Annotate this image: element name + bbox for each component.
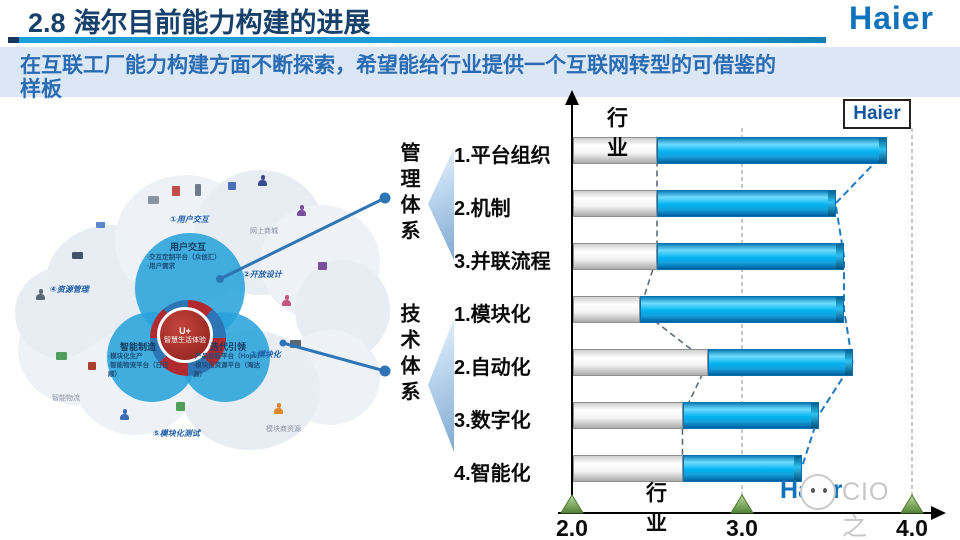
title-number: 2.8: [28, 8, 66, 38]
bar-industry-segment: [573, 455, 683, 482]
bar-industry-segment: [573, 349, 708, 376]
bracket-triangle-management: [428, 148, 454, 260]
cloud-micro-label: ②开放设计: [243, 270, 282, 279]
petal-bullet: ·用户需求: [147, 263, 176, 270]
machine-icon: [195, 184, 201, 196]
bar-industry-segment: [573, 296, 640, 323]
category-label: 3.数字化: [454, 409, 531, 432]
axis-marker-triangle: [730, 494, 754, 514]
petal-bullets-right: ·产品创新平台（Hope） ·模块化资源平台（海达源）: [193, 352, 267, 379]
bar-industry-segment: [573, 402, 683, 429]
subtitle-line2: 样板: [20, 78, 62, 101]
watermark-cio-text: CIO之家: [842, 478, 890, 540]
cloud-micro-label: ④资源管理: [50, 285, 89, 294]
petal-bullets-top: ·交互定制平台（众创汇） ·用户需求: [147, 253, 239, 271]
person-icon: [282, 295, 291, 306]
bracket-triangle-technology: [428, 318, 454, 452]
antenna-icon: [96, 222, 105, 228]
bar-haier-segment: [657, 190, 836, 217]
bar-haier-segment: [657, 137, 887, 164]
cubes-icon: [176, 402, 185, 411]
cloud-micro-label: ⑤模块化测试: [153, 429, 200, 438]
haier-logo: Haier: [848, 0, 934, 36]
group-label-management: 管理体系: [397, 142, 419, 246]
cloud-micro-label: 智能物流: [52, 395, 80, 402]
robot-arm-icon: [172, 186, 180, 196]
person-icon: [258, 175, 267, 186]
box-icon: [88, 362, 96, 370]
flag-icon: [228, 182, 236, 190]
cloud-micro-label: ①用户交互: [170, 215, 209, 224]
core-line2: 智慧生活体验: [164, 336, 206, 344]
subtitle-band: 在互联工厂能力构建方面不断探索，希望能给行业提供一个互联网转型的可借鉴的 样板: [0, 47, 960, 101]
petal-bullet: ·智能物流平台（日日顺）: [108, 362, 169, 378]
petal-bullet: ·产品创新平台（Hope）: [193, 353, 264, 360]
person-icon: [36, 289, 45, 300]
cloud-lobe: [15, 268, 105, 358]
industry-label-top: 行业: [607, 107, 628, 160]
axis-marker-triangle: [900, 494, 924, 514]
cloud-micro-label: 网上商城: [250, 228, 278, 235]
u-plus-core-badge: U+ 智慧生活体验: [157, 307, 213, 363]
category-label: 3.并联流程: [454, 250, 551, 273]
person-icon: [274, 403, 283, 414]
haier-legend-box: Haier: [843, 99, 911, 129]
group-label-technology: 技术体系: [397, 303, 419, 407]
axis-marker-triangle: [560, 494, 584, 514]
monitor-icon: [290, 340, 301, 348]
person-icon: [297, 205, 306, 216]
title-underline: [8, 37, 826, 43]
page-title: 2.8 海尔目前能力构建的进展: [28, 1, 371, 40]
bar-haier-segment: [640, 296, 844, 323]
cloud-micro-label: ③模块化: [250, 350, 281, 359]
camera-icon: [72, 252, 83, 259]
category-label: 4.智能化: [454, 462, 531, 485]
bar-haier-segment: [657, 243, 844, 270]
pallet-icon: [56, 352, 67, 360]
bar-haier-segment: [682, 402, 819, 429]
core-line1: U+: [179, 325, 191, 336]
petal-bullet: ·交互定制平台（众创汇）: [147, 254, 221, 261]
category-label: 1.平台组织: [454, 144, 551, 167]
connector-dot: [379, 365, 391, 377]
devices-icon: [318, 262, 327, 270]
subtitle-line1: 在互联工厂能力构建方面不断探索，希望能给行业提供一个互联网转型的可借鉴的: [20, 54, 776, 77]
title-text: 海尔目前能力构建的进展: [73, 8, 371, 38]
x-tick-label: 4.0: [896, 515, 928, 540]
printer-icon: [148, 196, 159, 204]
connector-dot: [379, 192, 391, 204]
category-label: 1.模块化: [454, 303, 531, 326]
cloud-micro-label: 模块商资源: [266, 426, 301, 433]
petal-title-top: 用户交互: [169, 242, 206, 252]
x-tick-label: 3.0: [726, 515, 758, 540]
petal-title-left: 智能制造: [119, 342, 156, 352]
petal-bullets-left: ·模块化生产 ·智能物流平台（日日顺）: [108, 352, 174, 379]
petal-bullet: ·模块化资源平台（海达源）: [193, 362, 261, 378]
petal-title-right: 迭代引领: [209, 342, 246, 352]
petal-bullet: ·模块化生产: [108, 353, 143, 360]
category-label: 2.机制: [454, 197, 511, 220]
person-icon: [120, 409, 129, 420]
cio-mascot-icon: [800, 474, 836, 510]
category-label: 2.自动化: [454, 356, 531, 379]
x-tick-label: 2.0: [556, 515, 588, 540]
title-underline-cap: [8, 37, 19, 43]
industry-label-bottom: 行业: [646, 482, 667, 535]
bar-haier-segment: [708, 349, 853, 376]
